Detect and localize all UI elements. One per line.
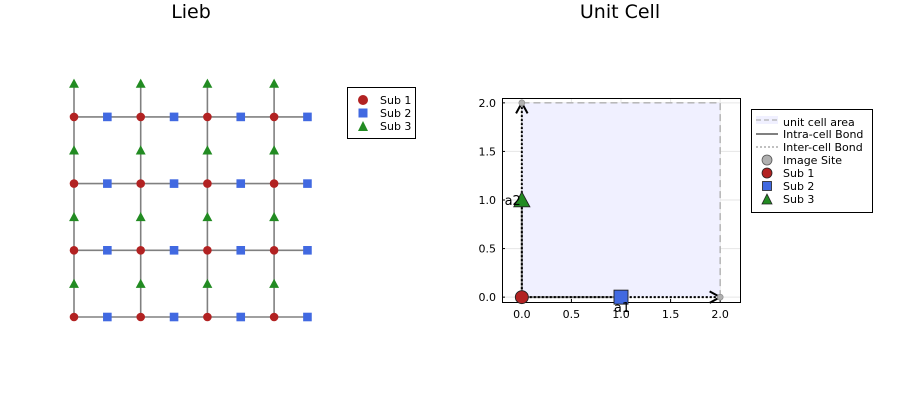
lattice-site-sub3 [69, 145, 79, 155]
lattice-site-sub2 [236, 246, 246, 255]
lattice-site-sub1 [69, 179, 79, 188]
legend-marker-sub3 [761, 193, 773, 205]
legend-marker-sub2 [762, 181, 772, 191]
lattice-site-sub1 [136, 112, 145, 122]
lattice-site-sub1 [203, 112, 212, 122]
vector-label-a2: a2 [505, 194, 521, 209]
lattice-site-sub2 [103, 179, 112, 188]
x-tick-label: 0.0 [513, 308, 531, 321]
lattice-site-sub3 [202, 278, 213, 288]
y-tick-label: 2.0 [479, 97, 497, 110]
lattice-site-sub2 [169, 312, 179, 322]
lattice-site-sub2 [303, 312, 312, 322]
unit-cell-site-sub2 [613, 289, 629, 305]
lieb-title: Lieb [171, 1, 211, 23]
lattice-site-sub3 [202, 212, 213, 222]
legend-sub1: Sub 1 [783, 167, 814, 180]
unit-cell-site-sub3 [513, 191, 531, 208]
lattice-site-sub1 [203, 246, 212, 255]
unit-cell-title: Unit Cell [580, 1, 660, 23]
legend-image-site: Image Site [783, 154, 842, 167]
lieb-lattice [69, 78, 312, 322]
lattice-site-sub3 [135, 78, 146, 88]
lattice-site-sub3 [202, 78, 213, 88]
lieb-legend: Sub 1 Sub 2 Sub 3 [347, 87, 416, 139]
lattice-site-sub1 [136, 179, 145, 188]
lattice-site-sub2 [303, 246, 312, 255]
lieb-legend-sub3: Sub 3 [380, 120, 411, 133]
lattice-site-sub1 [69, 246, 79, 255]
lattice-site-sub3 [69, 212, 79, 222]
lattice-site-sub1 [136, 312, 145, 322]
lattice-site-sub2 [103, 112, 112, 122]
lattice-site-sub2 [236, 312, 246, 322]
y-tick-label: 1.5 [479, 145, 497, 158]
vector-label-a1: a1 [614, 301, 630, 316]
lattice-site-sub1 [269, 112, 279, 122]
lattice-site-sub3 [269, 212, 280, 222]
x-tick-label: 2.0 [711, 308, 729, 321]
lattice-site-sub2 [303, 112, 312, 122]
lattice-site-sub2 [236, 112, 246, 122]
y-tick-label: 0.5 [479, 243, 497, 256]
lieb-legend-marker-sub1 [358, 95, 368, 105]
lattice-site-sub1 [269, 179, 279, 188]
y-tick-label: 1.0 [479, 194, 497, 207]
legend-marker-sub1 [761, 167, 773, 179]
lattice-site-sub2 [103, 246, 112, 255]
unit-cell-area [521, 102, 721, 298]
legend-marker-image-site [761, 154, 773, 166]
lattice-site-sub2 [169, 246, 179, 255]
lieb-legend-sub1: Sub 1 [380, 94, 411, 107]
lieb-legend-sub2: Sub 2 [380, 107, 411, 120]
legend-sub2: Sub 2 [783, 180, 814, 193]
lattice-site-sub3 [269, 145, 280, 155]
legend-inter-cell-bond: Inter-cell Bond [783, 141, 863, 154]
lattice-site-sub1 [269, 246, 279, 255]
lattice-site-sub1 [203, 312, 212, 322]
x-tick-label: 1.5 [662, 308, 680, 321]
image-site [518, 99, 526, 107]
lattice-site-sub3 [135, 278, 146, 288]
lattice-site-sub3 [69, 78, 79, 88]
lattice-site-sub3 [269, 78, 280, 88]
legend-sub3: Sub 3 [783, 193, 814, 206]
unit-cell-site-sub1 [514, 290, 529, 305]
lattice-site-sub1 [69, 112, 79, 122]
x-tick-label: 1.0 [612, 308, 630, 321]
lattice-site-sub2 [236, 179, 246, 188]
lattice-site-sub2 [103, 312, 112, 322]
image-site [716, 293, 724, 301]
y-tick-label: 0.0 [479, 291, 497, 304]
lieb-legend-marker-sub3 [358, 121, 368, 131]
lattice-site-sub1 [136, 246, 145, 255]
lattice-site-sub1 [269, 312, 279, 322]
unit-cell-plot: 0.0 0.5 1.0 1.5 2.0 0.0 0.5 1.0 1.5 2.0 a1 a2 [479, 97, 741, 321]
unit-cell-legend: unit cell area Intra-cell Bond Inter-cel… [751, 109, 873, 213]
x-tick-label: 0.5 [563, 308, 581, 321]
legend-unit-cell-area: unit cell area [783, 116, 855, 129]
lattice-site-sub3 [135, 212, 146, 222]
lattice-site-sub3 [202, 145, 213, 155]
lieb-legend-marker-sub2 [358, 108, 368, 118]
lattice-site-sub1 [69, 312, 79, 322]
legend-intra-cell-bond: Intra-cell Bond [783, 128, 863, 141]
lattice-site-sub2 [303, 179, 312, 188]
lattice-site-sub2 [169, 179, 179, 188]
lattice-site-sub3 [69, 278, 79, 288]
lattice-site-sub3 [269, 278, 280, 288]
lattice-site-sub2 [169, 112, 179, 122]
lattice-site-sub1 [203, 179, 212, 188]
lattice-site-sub3 [135, 145, 146, 155]
